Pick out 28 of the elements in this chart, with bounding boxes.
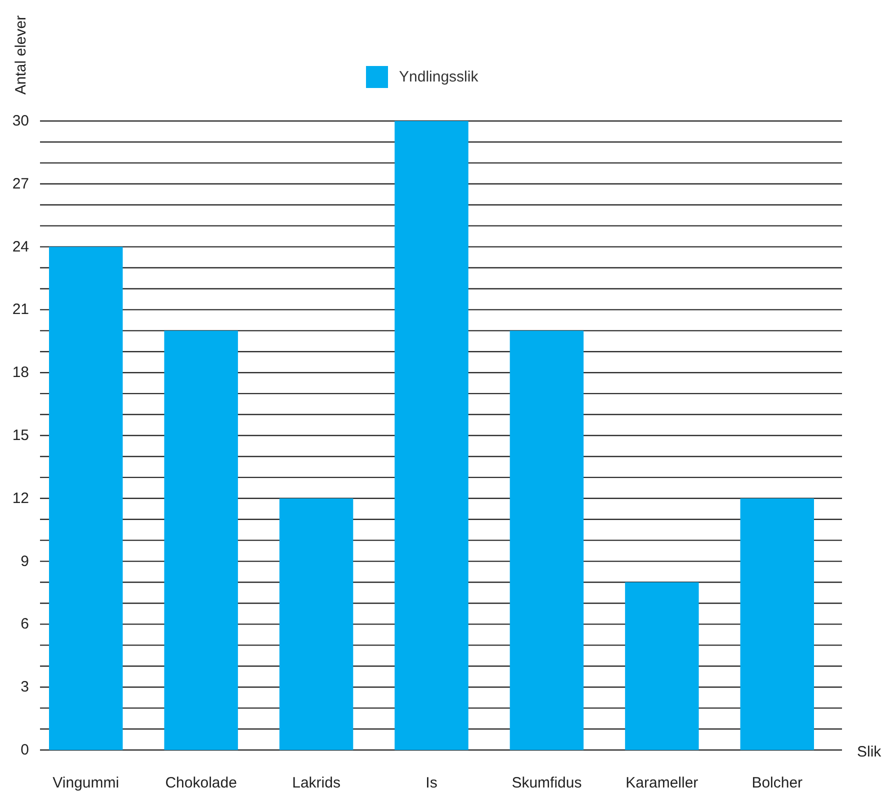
x-tick-label: Skumfidus xyxy=(512,774,582,792)
y-tick-label: 9 xyxy=(20,552,29,570)
bar xyxy=(625,582,699,750)
x-tick-label: Chokolade xyxy=(165,774,237,792)
y-tick-label: 30 xyxy=(12,112,29,130)
bar xyxy=(740,498,814,750)
x-tick-label: Lakrids xyxy=(292,774,340,792)
bar xyxy=(394,121,468,750)
y-tick-label: 6 xyxy=(20,616,29,633)
y-axis-title: Antal elever xyxy=(12,15,30,95)
x-tick-label: Karameller xyxy=(626,774,698,792)
x-tick-label: Is xyxy=(426,774,438,792)
y-tick-label: 27 xyxy=(12,175,29,192)
bar xyxy=(164,330,238,750)
x-axis-title: Slik xyxy=(857,744,882,760)
y-tick-label: 15 xyxy=(12,427,29,444)
legend-label: Yndlingsslik xyxy=(399,68,479,86)
y-tick-label: 3 xyxy=(20,678,29,696)
y-tick-label: 18 xyxy=(12,364,29,382)
y-tick-label: 0 xyxy=(20,742,29,758)
bar xyxy=(510,330,584,750)
bar xyxy=(49,246,123,750)
y-tick-label: 12 xyxy=(12,490,29,507)
x-tick-label: Bolcher xyxy=(752,774,803,792)
y-tick-label: 24 xyxy=(12,238,29,256)
x-tick-label: Vingummi xyxy=(52,774,120,792)
bar xyxy=(279,498,354,750)
y-tick-label: 21 xyxy=(12,301,29,318)
